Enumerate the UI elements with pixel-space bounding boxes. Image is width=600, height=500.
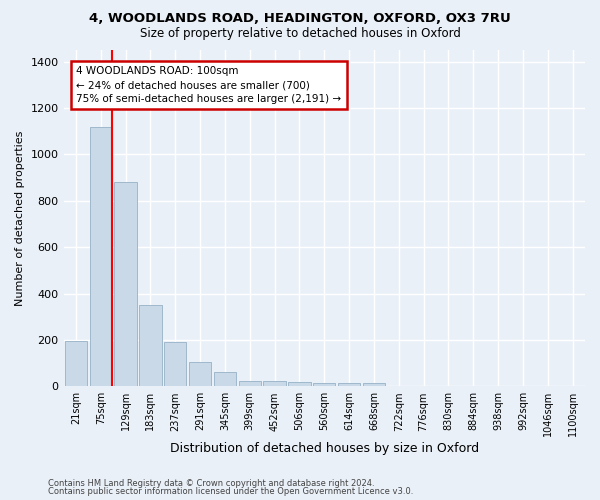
Bar [214, 372, 236, 386]
Bar [89, 126, 112, 386]
Bar [164, 342, 187, 386]
Text: 4 WOODLANDS ROAD: 100sqm
← 24% of detached houses are smaller (700)
75% of semi-: 4 WOODLANDS ROAD: 100sqm ← 24% of detach… [76, 66, 341, 104]
Bar [115, 182, 137, 386]
Bar [363, 383, 385, 386]
Bar [338, 384, 360, 386]
Text: Size of property relative to detached houses in Oxford: Size of property relative to detached ho… [140, 28, 460, 40]
Text: Contains HM Land Registry data © Crown copyright and database right 2024.: Contains HM Land Registry data © Crown c… [48, 478, 374, 488]
Bar [65, 341, 87, 386]
Bar [189, 362, 211, 386]
Text: 4, WOODLANDS ROAD, HEADINGTON, OXFORD, OX3 7RU: 4, WOODLANDS ROAD, HEADINGTON, OXFORD, O… [89, 12, 511, 26]
X-axis label: Distribution of detached houses by size in Oxford: Distribution of detached houses by size … [170, 442, 479, 455]
Bar [288, 382, 311, 386]
Y-axis label: Number of detached properties: Number of detached properties [15, 130, 25, 306]
Bar [313, 384, 335, 386]
Bar [239, 380, 261, 386]
Text: Contains public sector information licensed under the Open Government Licence v3: Contains public sector information licen… [48, 487, 413, 496]
Bar [139, 305, 161, 386]
Bar [263, 381, 286, 386]
